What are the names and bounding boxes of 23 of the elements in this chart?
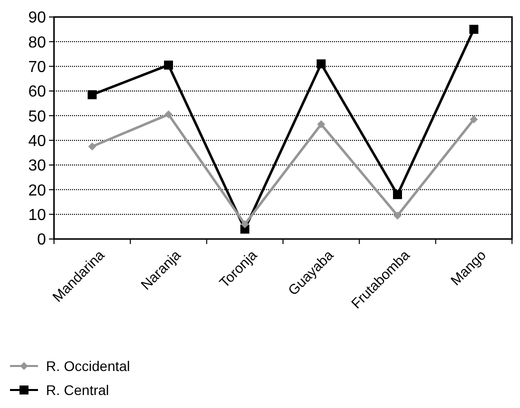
legend-label: R. Occidental: [46, 358, 130, 374]
point: [240, 220, 249, 228]
point: [469, 24, 478, 34]
point: [88, 142, 96, 150]
y-tick-label: 20: [28, 182, 46, 200]
point: [470, 115, 478, 124]
point: [394, 212, 402, 220]
point: [164, 110, 172, 118]
point: [317, 120, 326, 128]
y-tick-label: 90: [28, 10, 46, 27]
point: [393, 190, 402, 200]
point: [164, 60, 173, 70]
y-tick-label: 40: [28, 132, 46, 150]
legend-label: R. Central: [46, 382, 110, 398]
y-tick-label: 50: [28, 108, 46, 126]
y-tick-label: 30: [28, 158, 46, 175]
y-tick-label: 0: [37, 232, 46, 249]
y-tick-label: 60: [28, 84, 46, 101]
point: [316, 59, 326, 68]
point: [88, 90, 97, 100]
y-tick-label: 70: [28, 58, 46, 76]
y-tick-label: 10: [28, 206, 46, 224]
y-tick-label: 80: [28, 34, 46, 52]
